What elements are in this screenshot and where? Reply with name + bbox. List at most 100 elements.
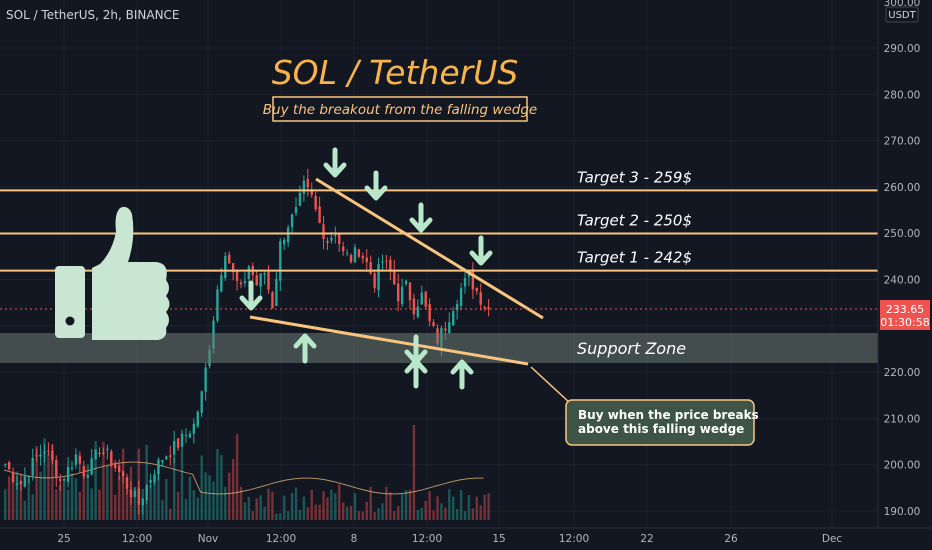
volume-bar	[298, 510, 302, 520]
wedge-upper-line	[315, 177, 544, 320]
time-tick-label: 8	[351, 533, 358, 545]
callout-connector	[530, 366, 571, 404]
candle-body	[70, 467, 74, 469]
candle-body	[400, 286, 404, 305]
price-tick-label: 250.00	[884, 228, 921, 240]
price-tick-label: 260.00	[884, 182, 921, 194]
volume-bar	[184, 498, 188, 520]
currency-pill[interactable]	[885, 6, 919, 23]
candle-body	[4, 463, 7, 465]
volume-bar	[208, 475, 211, 520]
candle-body	[349, 254, 353, 263]
candle-body	[338, 234, 341, 245]
volume-bar	[35, 446, 38, 520]
volume-bar	[448, 489, 451, 520]
candle-body	[455, 303, 459, 311]
volume-bar	[196, 497, 199, 520]
candle-body	[204, 367, 207, 392]
arrow-down-icon	[364, 170, 388, 201]
price-tick-label: 190.00	[884, 506, 921, 518]
candle-body	[255, 275, 258, 286]
price-axis-bg[interactable]	[878, 0, 932, 528]
volume-bar	[259, 495, 262, 520]
price-tick-label: 220.00	[884, 367, 921, 379]
candle-body	[263, 273, 266, 275]
candle-body	[298, 192, 302, 206]
volume-bar	[27, 478, 30, 520]
candle-body	[172, 441, 176, 455]
time-axis-bg[interactable]	[0, 528, 932, 550]
time-tick-label: 12:00	[266, 533, 296, 545]
candle-body	[365, 257, 368, 263]
candle-body	[43, 451, 46, 454]
volume-bar	[15, 471, 19, 520]
candle-body	[271, 292, 274, 309]
candle-body	[141, 498, 144, 506]
volume-bar	[483, 494, 486, 520]
volume-bar	[82, 471, 85, 520]
candle-body	[302, 180, 306, 194]
candle-body	[389, 259, 392, 272]
volume-bar	[452, 496, 455, 520]
candle-body	[404, 280, 408, 285]
volume-bar	[357, 511, 361, 520]
volume-bar	[251, 511, 254, 520]
candle-body	[290, 214, 294, 228]
candle-body	[341, 246, 345, 252]
candle-body	[62, 479, 66, 481]
volume-bars	[3, 425, 490, 520]
candle-body	[361, 256, 365, 259]
volume-bar	[90, 488, 93, 520]
candle-body	[78, 455, 82, 464]
candle-body	[180, 433, 184, 447]
candle-body	[27, 475, 30, 478]
callout-line-1: Buy when the price breaks	[578, 408, 759, 422]
volume-bar	[283, 495, 286, 520]
candle-body	[31, 457, 34, 476]
volume-bar	[94, 441, 97, 520]
candle-body	[247, 266, 251, 280]
candle-body	[357, 249, 361, 257]
volume-bar	[180, 449, 184, 520]
candle-body	[106, 448, 109, 450]
candle-body	[117, 465, 121, 473]
candle-body	[259, 273, 262, 287]
callout-line-2: above this falling wedge	[578, 422, 744, 436]
candle-body	[314, 195, 317, 210]
candle-body	[286, 227, 290, 243]
candle-body	[157, 459, 160, 475]
candle-body	[114, 462, 117, 469]
time-tick-label: 22	[640, 533, 653, 545]
volume-bar	[286, 511, 290, 520]
volume-bar	[275, 513, 278, 520]
arrow-down-icon	[469, 235, 493, 266]
candle-body	[345, 252, 349, 254]
volume-bar	[106, 465, 109, 520]
candle-body	[483, 306, 486, 309]
volume-bar	[436, 496, 439, 520]
volume-bar	[19, 484, 23, 520]
volume-bar	[353, 493, 357, 520]
candle-body	[326, 240, 329, 243]
candle-body	[393, 269, 396, 285]
volume-bar	[377, 508, 380, 520]
candle-body	[86, 474, 89, 478]
volume-bar	[192, 490, 196, 520]
thumbs-up-icon	[55, 206, 170, 340]
chart-subtitle: Buy the breakout from the falling wedge	[263, 102, 537, 118]
candle-body	[19, 480, 23, 485]
volume-bar	[404, 490, 408, 520]
candle-body	[448, 322, 451, 334]
candle-body	[231, 263, 235, 273]
volume-bar	[39, 471, 42, 520]
candle-body	[102, 452, 105, 454]
time-tick-label: 12:00	[559, 533, 589, 545]
volume-bar	[43, 438, 46, 520]
volume-bar	[247, 496, 251, 520]
volume-bar	[420, 507, 423, 520]
volume-bar	[369, 486, 372, 520]
volume-bar	[334, 493, 337, 520]
volume-bar	[365, 501, 368, 520]
volume-bar	[161, 500, 164, 520]
